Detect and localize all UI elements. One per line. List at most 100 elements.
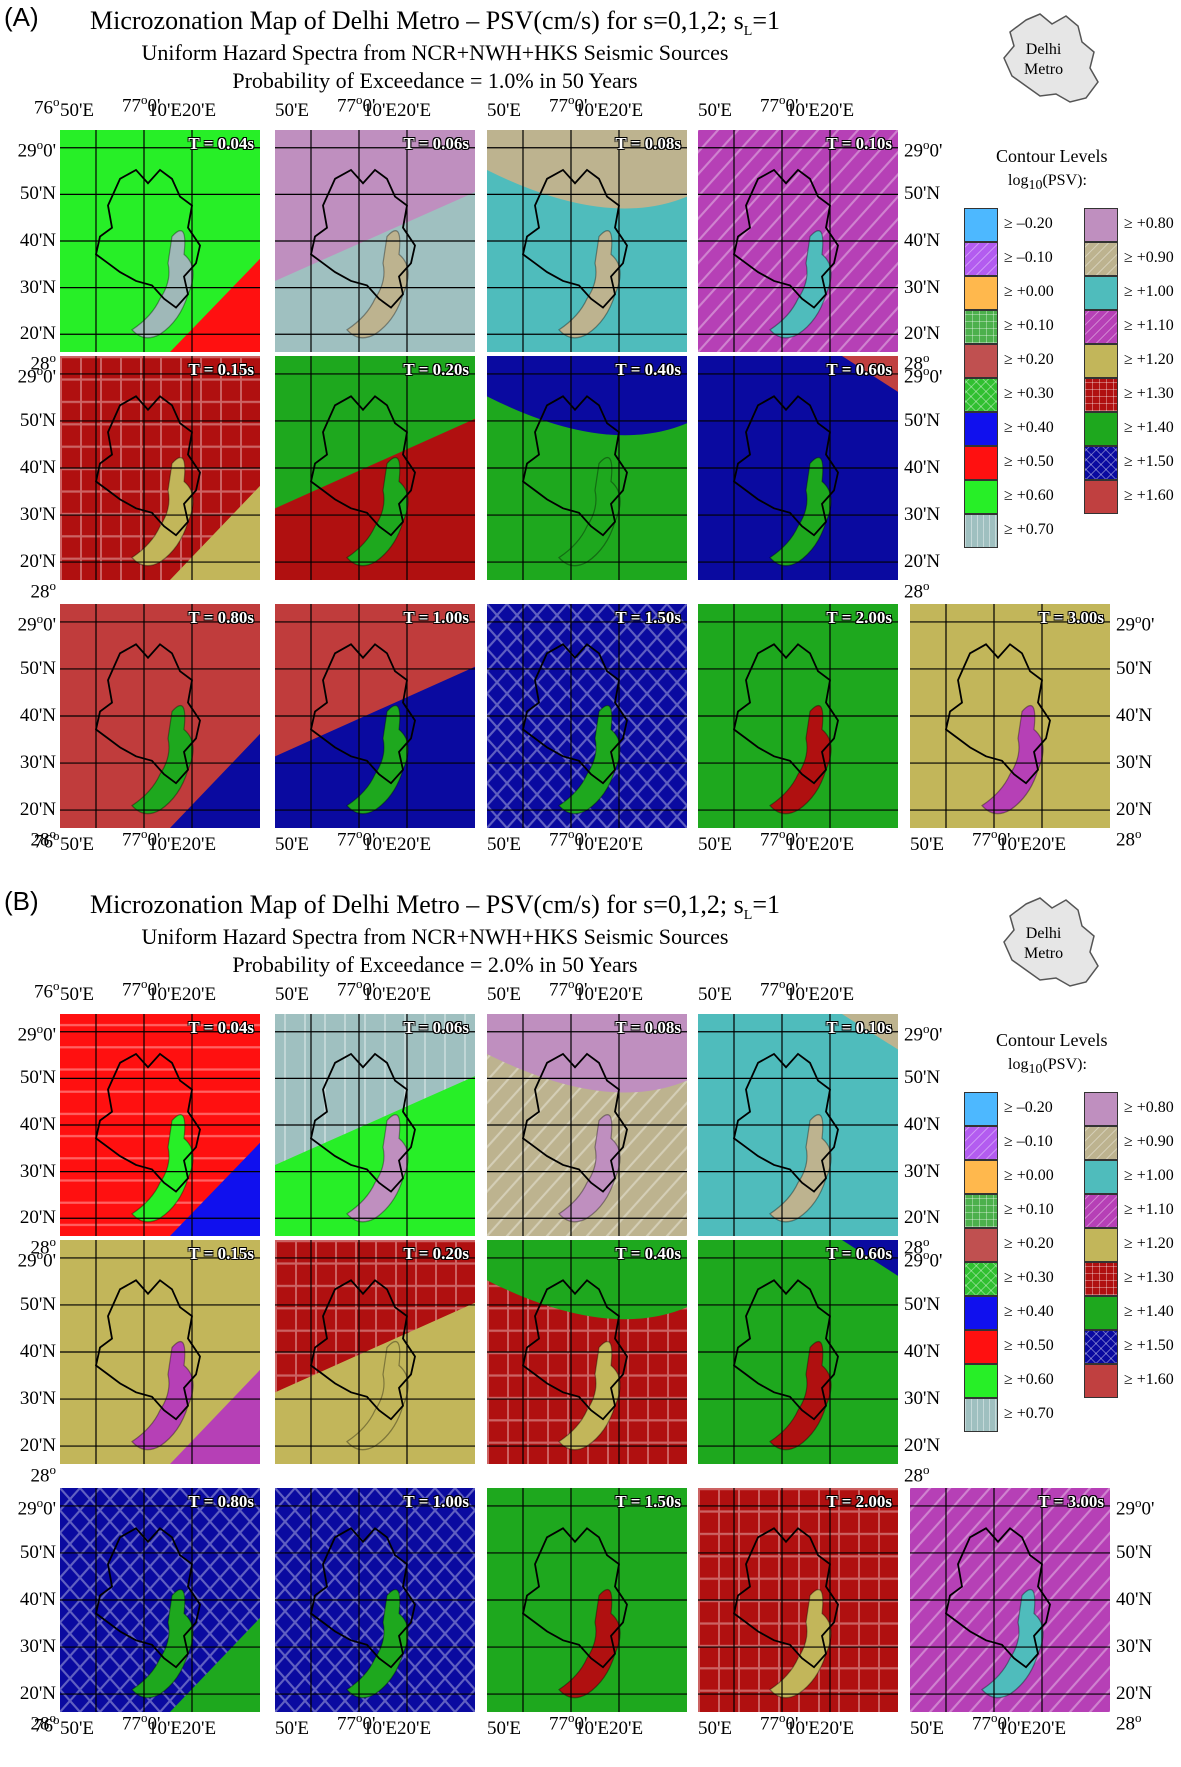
legend-swatch xyxy=(964,446,998,480)
legend-sub-sub: 10 xyxy=(1028,1062,1043,1078)
map-tile: T = 0.40s xyxy=(487,356,687,580)
lat-label: 50'N xyxy=(904,1294,940,1316)
degree-sign: o xyxy=(923,1234,930,1249)
contour-region xyxy=(842,1014,898,1050)
lat-text: 20'N xyxy=(904,1435,941,1457)
degree-sign: o xyxy=(923,1246,930,1262)
lat-label: 29o0' xyxy=(904,363,942,388)
lat-label: 40'N xyxy=(20,1341,56,1363)
lat-label: 50'N xyxy=(1116,658,1152,680)
legend-label: ≥ +0.00 xyxy=(1004,283,1054,300)
lat-text: 30'N xyxy=(904,1160,941,1182)
delhi-boundary xyxy=(523,1280,627,1419)
lat-text: 50'N xyxy=(1116,657,1153,679)
lon-label: 77o0' xyxy=(337,826,375,851)
degree-sign: o xyxy=(49,1710,57,1725)
delhi-boundary xyxy=(311,1280,415,1419)
legend-label: ≥ +1.00 xyxy=(1124,283,1174,300)
degree-sign: o xyxy=(923,350,930,365)
legend-label: ≥ +1.00 xyxy=(1124,1167,1174,1184)
lon-label: 50'E xyxy=(487,834,521,856)
lat-label: 20'N xyxy=(904,1207,940,1229)
lat-degree: 28 xyxy=(1116,829,1135,851)
lat-text: 20'N xyxy=(904,323,941,345)
legend-label: ≥ +1.40 xyxy=(1124,419,1174,436)
lon-label: 77o0' xyxy=(549,826,587,851)
legend-label: ≥ +0.20 xyxy=(1004,1235,1054,1252)
lon-label: 50'E xyxy=(275,984,309,1006)
delhi-boundary xyxy=(96,170,200,308)
contour-map xyxy=(275,604,475,828)
lon-label: 10'E20'E xyxy=(148,834,216,856)
lon-label: 77o0' xyxy=(122,92,160,117)
degree-sign: o xyxy=(36,1494,44,1510)
legend-swatch xyxy=(964,480,998,514)
lon-label: 50'E xyxy=(275,100,309,122)
lat-text: 20'N xyxy=(19,551,56,573)
map-tile: T = 0.15s xyxy=(60,1240,260,1464)
lat-text: 30'N xyxy=(904,1388,941,1410)
lon-label: 50'E xyxy=(275,1718,309,1740)
lat-label: 29o0' xyxy=(18,1247,56,1272)
legend-label: ≥ +1.30 xyxy=(1124,1269,1174,1286)
delhi-boundary xyxy=(96,1054,200,1192)
lat-label: 20'N xyxy=(1116,799,1152,821)
lon-label: 77o0' xyxy=(549,976,587,1001)
lat-label: 28o xyxy=(31,578,57,603)
lat-text: 50'N xyxy=(19,1293,56,1315)
legend-swatch xyxy=(1084,208,1118,242)
lat-label: 50'N xyxy=(20,1067,56,1089)
period-label: T = 1.50s xyxy=(615,608,681,627)
degree-sign: o xyxy=(923,578,930,593)
lat-degree: 28 xyxy=(904,1237,923,1259)
delhi-boundary xyxy=(734,170,838,308)
delhi-boundary xyxy=(734,1528,838,1667)
graticule xyxy=(275,1240,475,1464)
lat-label: 30'N xyxy=(20,277,56,299)
lon-degree: 76 xyxy=(34,1715,53,1737)
lat-label: 29o0' xyxy=(18,1495,56,1520)
contour-map xyxy=(60,356,260,580)
lat-minute: 0' xyxy=(1141,614,1155,636)
legend-sub-post: (PSV): xyxy=(1042,172,1087,189)
lat-label: 50'N xyxy=(20,183,56,205)
legend-label: ≥ +1.60 xyxy=(1124,1371,1174,1388)
legend-label: ≥ +1.10 xyxy=(1124,317,1174,334)
contour-region xyxy=(275,1076,475,1236)
lon-text: 10'E20'E xyxy=(363,1718,432,1739)
degree-sign: o xyxy=(923,362,930,378)
contour-map xyxy=(275,356,475,580)
degree-sign: o xyxy=(36,1246,44,1262)
panel-label: (B) xyxy=(4,886,39,916)
period-label: T = 3.00s xyxy=(1038,1492,1104,1511)
period-label: T = 2.00s xyxy=(826,1492,892,1511)
period-label: T = 0.60s xyxy=(826,1244,892,1263)
lat-text: 30'N xyxy=(19,1388,56,1410)
degree-sign: o xyxy=(1135,1494,1142,1510)
period-label: T = 0.08s xyxy=(615,1018,681,1037)
degree-sign: o xyxy=(923,1020,930,1036)
legend-swatch xyxy=(1084,1364,1118,1398)
contour-map xyxy=(698,130,898,352)
lat-label: 20'N xyxy=(1116,1683,1152,1705)
degree-sign: o xyxy=(53,828,60,843)
lat-degree: 28 xyxy=(30,581,50,603)
map-tile: T = 3.00s xyxy=(910,604,1110,828)
lon-label: 77o0' xyxy=(760,92,798,117)
legend-label: ≥ +1.40 xyxy=(1124,1303,1174,1320)
period-label: T = 0.15s xyxy=(188,1244,254,1263)
lat-label: 30'N xyxy=(20,1388,56,1410)
graticule xyxy=(487,1240,687,1464)
legend-swatch xyxy=(1084,1092,1118,1126)
lat-degree: 29 xyxy=(904,1024,923,1046)
contour-map xyxy=(487,1488,687,1712)
figure-subtitle: Uniform Hazard Spectra from NCR+NWH+HKS … xyxy=(141,924,729,949)
lat-text: 30'N xyxy=(1116,1636,1153,1658)
title-text: Microzonation Map of Delhi Metro – PSV(c… xyxy=(90,6,744,35)
lon-label: 77o0' xyxy=(549,92,587,117)
legend-swatch xyxy=(1084,480,1118,514)
lon-text: 50'E xyxy=(698,1718,733,1739)
lon-degree: 77 xyxy=(549,829,568,851)
graticule xyxy=(698,604,898,828)
contour-map xyxy=(275,1240,475,1464)
